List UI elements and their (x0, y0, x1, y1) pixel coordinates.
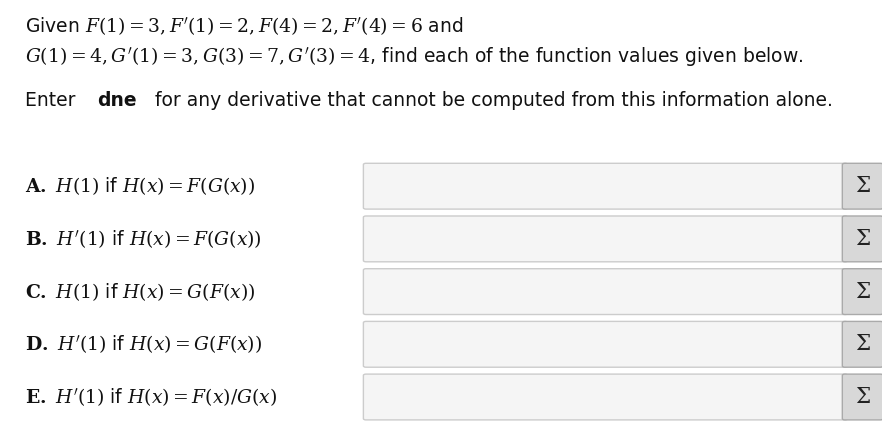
FancyBboxPatch shape (842, 321, 882, 367)
FancyBboxPatch shape (363, 216, 848, 262)
Text: $\Sigma$: $\Sigma$ (855, 176, 871, 196)
Text: Given $F(1) = 3, F'(1) = 2, F(4) = 2, F'(4) = 6$ and: Given $F(1) = 3, F'(1) = 2, F(4) = 2, F'… (25, 15, 463, 37)
Text: $\Sigma$: $\Sigma$ (855, 282, 871, 302)
FancyBboxPatch shape (363, 374, 848, 420)
FancyBboxPatch shape (363, 163, 848, 209)
FancyBboxPatch shape (842, 374, 882, 420)
FancyBboxPatch shape (363, 321, 848, 367)
Text: $\Sigma$: $\Sigma$ (855, 229, 871, 249)
Text: $\mathbf{C.}$ $H(1)$ if $H(x) = G(F(x))$: $\mathbf{C.}$ $H(1)$ if $H(x) = G(F(x))$ (25, 281, 255, 302)
Text: $\mathbf{B.}$ $H'(1)$ if $H(x) = F(G(x))$: $\mathbf{B.}$ $H'(1)$ if $H(x) = F(G(x))… (25, 228, 261, 250)
Text: $G(1) = 4, G'(1) = 3, G(3) = 7, G'(3) = 4$, find each of the function values giv: $G(1) = 4, G'(1) = 3, G(3) = 7, G'(3) = … (25, 45, 804, 68)
Text: $\Sigma$: $\Sigma$ (855, 387, 871, 407)
FancyBboxPatch shape (842, 163, 882, 209)
Text: for any derivative that cannot be computed from this information alone.: for any derivative that cannot be comput… (149, 91, 833, 110)
FancyBboxPatch shape (842, 216, 882, 262)
Text: dne: dne (98, 91, 138, 110)
FancyBboxPatch shape (363, 269, 848, 314)
Text: $\mathbf{D.}$ $H'(1)$ if $H(x) = G(F(x))$: $\mathbf{D.}$ $H'(1)$ if $H(x) = G(F(x))… (25, 334, 262, 355)
Text: $\mathbf{A.}$ $H(1)$ if $H(x) = F(G(x))$: $\mathbf{A.}$ $H(1)$ if $H(x) = F(G(x))$ (25, 175, 255, 197)
Text: Enter: Enter (25, 91, 81, 110)
Text: $\mathbf{E.}$ $H'(1)$ if $H(x) = F(x)/G(x)$: $\mathbf{E.}$ $H'(1)$ if $H(x) = F(x)/G(… (25, 386, 277, 408)
FancyBboxPatch shape (842, 269, 882, 314)
Text: $\Sigma$: $\Sigma$ (855, 334, 871, 354)
